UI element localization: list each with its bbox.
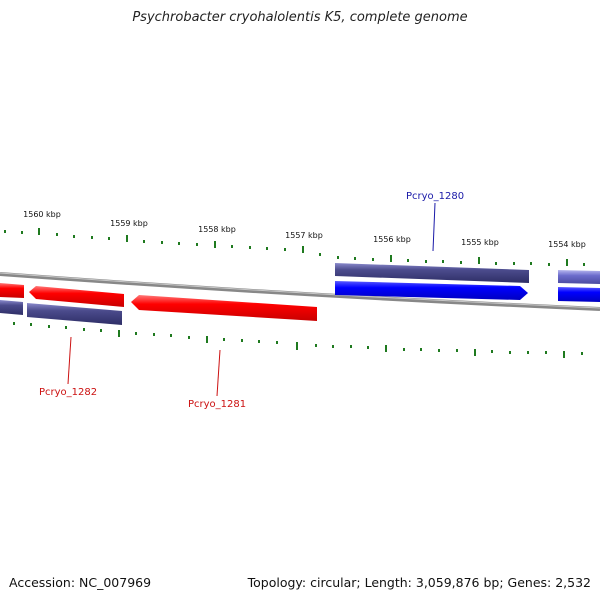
cds-band-segment [335,263,529,283]
genome-summary-text: Topology: circular; Length: 3,059,876 bp… [247,575,591,590]
cds-band-outer [335,263,600,284]
outer-ticks [4,228,585,266]
gene-label-pcryo-1282[interactable]: Pcryo_1282 [39,387,97,398]
forward-genes [335,281,600,302]
scale-labels: 1560 kbp 1559 kbp 1558 kbp 1557 kbp 1556… [23,210,586,249]
gene-pcryo-1280[interactable] [335,281,528,300]
cds-band-segment [27,303,122,325]
gene-pcryo-1282[interactable] [29,286,124,307]
scale-label: 1556 kbp [373,235,411,244]
scale-label: 1555 kbp [461,238,499,247]
gene-reverse-partial[interactable] [0,283,24,298]
gene-forward-partial[interactable] [558,287,600,302]
scale-label: 1558 kbp [198,225,236,234]
callout-line [216,349,221,397]
reverse-genes [0,283,317,321]
gene-label-pcryo-1281[interactable]: Pcryo_1281 [188,399,246,410]
callout-line [432,202,436,252]
cds-band-segment [0,300,23,315]
gene-callout-pcryo-1282: Pcryo_1282 [39,336,97,398]
accession-text: Accession: NC_007969 [9,575,152,590]
scale-label: 1560 kbp [23,210,61,219]
gene-label-pcryo-1280[interactable]: Pcryo_1280 [406,191,464,202]
gene-callout-pcryo-1280: Pcryo_1280 [406,191,464,252]
scale-label: 1554 kbp [548,240,586,249]
gene-callout-pcryo-1281: Pcryo_1281 [188,349,246,410]
cds-band-inner [0,300,122,325]
callout-line [67,336,72,385]
cds-band-segment [558,270,600,284]
genome-backbone [0,272,600,311]
inner-ticks [13,322,583,358]
scale-label: 1557 kbp [285,231,323,240]
gene-pcryo-1281[interactable] [131,295,317,321]
map-title: Psychrobacter cryohalolentis K5, complet… [132,10,468,25]
genome-backbone-highlight [0,272,600,309]
scale-label: 1559 kbp [110,219,148,228]
